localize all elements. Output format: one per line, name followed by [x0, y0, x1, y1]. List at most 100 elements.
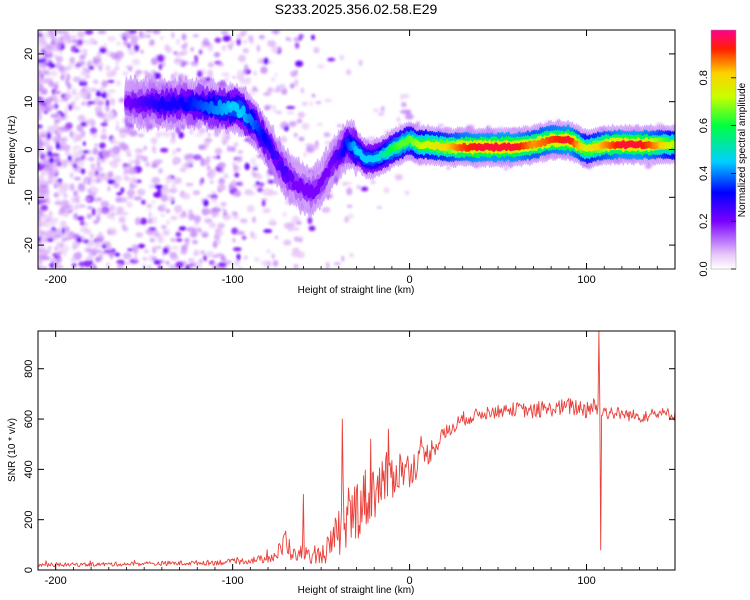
- spectrogram-cell: [57, 189, 61, 197]
- spectrogram-cell: [46, 180, 53, 185]
- spectrogram-cell: [313, 46, 320, 51]
- spectrogram-cell: [150, 69, 157, 74]
- spectrogram-cell: [217, 262, 227, 268]
- spectrogram-cell: [55, 199, 61, 204]
- spectrogram-cell: [80, 266, 84, 269]
- spectrogram-cell: [264, 105, 271, 111]
- spectrogram-cell: [46, 145, 53, 151]
- spectrogram-cell: [174, 205, 183, 213]
- spectrogram-cell: [214, 147, 223, 155]
- spectrogram-cell: [159, 147, 169, 153]
- spectrogram-cell: [60, 182, 70, 191]
- spectrogram-cell: [127, 248, 134, 252]
- spectrogram-cell: [38, 58, 45, 63]
- spectrogram-cell: [232, 76, 236, 79]
- spectrogram-cell: [181, 33, 187, 41]
- spectrogram-cell: [226, 43, 235, 48]
- colorbar-tick-label: 0.4: [698, 166, 710, 181]
- spectrogram-cell: [261, 199, 266, 207]
- spectrogram-cell: [71, 39, 79, 44]
- spectrogram-cell: [80, 70, 89, 77]
- spectrogram-cell: [79, 48, 86, 54]
- spectrogram-y-label: Frequency (Hz): [7, 116, 18, 185]
- spectrogram-cell: [98, 65, 103, 72]
- spectrogram-cell: [48, 218, 57, 227]
- spectrogram-cell: [180, 61, 189, 66]
- spectrogram-cell: [243, 255, 248, 260]
- spectrogram-cell: [60, 74, 65, 81]
- spectrogram-cell: [325, 261, 330, 269]
- spectrogram-cell: [60, 244, 70, 253]
- spectrogram-cell: [238, 54, 246, 63]
- spectrogram-cell: [89, 233, 95, 239]
- spectrogram-cell: [272, 260, 279, 267]
- spectrogram-cell: [184, 241, 189, 248]
- spectrogram-cell: [184, 238, 190, 243]
- spectrogram-cell: [84, 197, 92, 201]
- spectrogram-cell: [225, 134, 230, 141]
- spectrogram-cell: [115, 50, 124, 59]
- spectrogram-cell: [175, 147, 182, 152]
- spectrogram-cell: [189, 231, 198, 238]
- spectrogram-cell: [42, 161, 49, 165]
- spectrogram-cell: [295, 221, 302, 225]
- spectrogram-cell: [54, 156, 61, 164]
- spectrogram-cell: [270, 77, 276, 82]
- y-tick-label: -20: [23, 237, 35, 253]
- x-tick-label: 0: [407, 575, 413, 587]
- spectrogram-cell: [400, 93, 404, 101]
- spectrogram-cell: [189, 127, 194, 135]
- spectrogram-cell: [55, 80, 60, 84]
- spectrogram-cell: [137, 188, 146, 196]
- spectrogram-cell: [242, 48, 249, 54]
- colorbar-tick-label: 0.0: [698, 261, 710, 276]
- x-tick-label: -200: [45, 575, 67, 587]
- spectrogram-cell: [242, 70, 247, 76]
- spectrogram-cell: [148, 228, 153, 237]
- spectrogram-cell: [321, 206, 331, 213]
- spectrogram-cell: [274, 73, 278, 77]
- spectrogram-cell: [293, 132, 298, 138]
- spectrogram-cell: [77, 39, 84, 46]
- spectrogram-cell: [40, 37, 47, 45]
- spectrogram-cell: [150, 137, 158, 145]
- spectrogram-cell: [97, 254, 103, 262]
- spectrogram-cell: [50, 113, 59, 119]
- y-tick-label: 20: [23, 48, 35, 60]
- spectrogram-cell: [234, 259, 240, 266]
- spectrogram-cell: [151, 216, 158, 224]
- spectrogram-cell: [271, 253, 275, 259]
- spectrogram-cell: [207, 168, 214, 173]
- spectrogram-cell: [89, 127, 98, 134]
- spectrogram-cell: [38, 249, 44, 253]
- spectrogram-cell: [236, 253, 241, 261]
- spectrogram-cell: [83, 156, 88, 161]
- spectrogram-cell: [316, 122, 324, 126]
- spectrogram-cell: [54, 90, 61, 94]
- spectrogram-cell: [191, 239, 198, 245]
- spectrogram-cell: [133, 196, 143, 201]
- spectrogram-cell: [40, 130, 46, 135]
- spectrogram-cell: [294, 79, 299, 87]
- spectrogram-cell: [39, 179, 47, 185]
- spectrogram-cell: [38, 215, 41, 220]
- spectrogram-cell: [82, 64, 86, 71]
- x-tick-label: -200: [45, 274, 67, 286]
- spectrogram-cell: [220, 201, 227, 207]
- spectrogram-cell: [208, 222, 217, 229]
- spectrogram-cell: [102, 113, 106, 120]
- spectrogram-cell: [108, 204, 116, 212]
- spectrogram-cell: [53, 54, 58, 58]
- spectrogram-cell: [164, 183, 168, 191]
- y-tick-label: 200: [23, 511, 35, 529]
- spectrogram-cell: [129, 177, 138, 185]
- spectrogram-cell: [175, 231, 182, 238]
- spectrogram-cell: [38, 223, 41, 228]
- spectrogram-cell: [63, 250, 67, 257]
- spectrogram-cell: [77, 91, 82, 98]
- spectrogram-cell: [147, 218, 153, 224]
- spectrogram-cell: [98, 231, 103, 238]
- spectrogram-cell: [360, 186, 369, 192]
- spectrogram-cell: [72, 87, 77, 95]
- spectrogram-cell: [250, 157, 256, 165]
